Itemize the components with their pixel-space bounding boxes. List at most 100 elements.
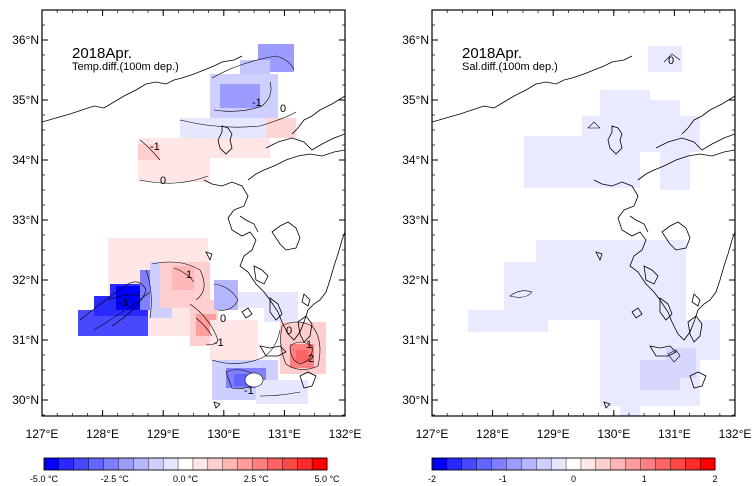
colorbar-tick-label: 2 [712, 474, 717, 484]
colorbar-tick-label: 1 [642, 474, 647, 484]
colorbar-swatch [506, 457, 522, 471]
colorbar-frame [43, 457, 328, 471]
contour-label: -1 [214, 337, 224, 349]
lon-label: 132°E [329, 427, 362, 441]
lat-label: 30°N [12, 393, 39, 407]
colorbar-swatch [640, 457, 656, 471]
colorbar-swatch [162, 457, 179, 471]
lat-label: 31°N [12, 333, 39, 347]
colorbar-tick-label: -5.0 °C [30, 474, 59, 484]
colorbar-swatch [491, 457, 507, 471]
lat-label: 34°N [402, 153, 429, 167]
panel-subtitle: Sal.diff.(100m dep.) [462, 61, 558, 73]
lat-label: 30°N [402, 393, 429, 407]
colorbar-swatch [431, 457, 448, 471]
colorbar-frame [431, 457, 716, 471]
contour-label: -1 [252, 97, 262, 109]
colorbar-swatch [118, 457, 134, 471]
lat-label: 35°N [12, 93, 39, 107]
colorbar-swatch [148, 457, 164, 471]
colorbar-swatch [699, 457, 716, 471]
lon-label: 127°E [416, 427, 449, 441]
contour-label: 2 [308, 353, 314, 365]
lat-label: 32°N [402, 273, 429, 287]
contour-label: -3 [118, 297, 128, 309]
colorbar-tick-label: 0.0 °C [173, 474, 199, 484]
colorbar-swatch [192, 457, 209, 471]
contour-label: -1 [150, 141, 160, 153]
salinity-colorbar: -2 -1 0 1 2 [428, 457, 718, 484]
colorbar-tick-label: 0 [571, 474, 576, 484]
colorbar-swatch [536, 457, 552, 471]
lat-label: 32°N [12, 273, 39, 287]
colorbar-swatch [103, 457, 119, 471]
colorbar-swatch [565, 457, 582, 471]
lat-label: 33°N [12, 213, 39, 227]
lat-label: 36°N [12, 33, 39, 47]
lat-label: 35°N [402, 93, 429, 107]
colorbar-swatch [58, 457, 75, 471]
axes: 127°E 128°E 129°E 130°E 131°E 132°E 36°N 35°N 34… [12, 9, 752, 441]
colorbar-swatch [88, 457, 105, 471]
temperature-difference-map: 2018Apr. Temp.diff.(100m dep.) -1 0 -1 0… [41, 9, 346, 417]
colorbar-swatch [267, 457, 283, 471]
contour-label: 1 [306, 339, 312, 351]
colorbar-swatch [222, 457, 239, 471]
colorbar-swatch [446, 457, 463, 471]
colorbar-tick-label: 2.5 °C [244, 474, 270, 484]
temperature-field [42, 44, 345, 409]
colorbar-swatch [625, 457, 642, 471]
colorbar-swatch [297, 457, 313, 471]
colorbar-swatch [580, 457, 597, 471]
salinity-field [432, 46, 735, 416]
colorbar-swatch [133, 457, 149, 471]
lon-label: 128°E [86, 427, 119, 441]
colorbar-swatch [521, 457, 537, 471]
lat-label: 31°N [402, 333, 429, 347]
lon-label: 129°E [147, 427, 180, 441]
colorbar-swatch [461, 457, 478, 471]
panel-subtitle: Temp.diff.(100m dep.) [72, 61, 179, 73]
contour-labels: -1 0 -1 0 1 -3 0 -1 -1 1 2 0 -1 [118, 97, 314, 397]
lon-label: 128°E [476, 427, 509, 441]
colorbar-swatch [595, 457, 612, 471]
colorbar-swatch [476, 457, 493, 471]
colorbar-swatch [311, 457, 328, 471]
colorbar-tick-label: -2.5 °C [101, 474, 130, 484]
colorbar-swatch [655, 457, 671, 471]
lat-label: 36°N [402, 33, 429, 47]
lat-label: 33°N [402, 213, 429, 227]
salinity-difference-map: 2018Apr. Sal.diff.(100m dep.) 0 [431, 9, 736, 417]
colorbar-swatch [73, 457, 90, 471]
contour-label: 0 [220, 313, 226, 325]
temperature-colorbar: -5.0 °C -2.5 °C 0.0 °C 2.5 °C 5.0 °C [30, 457, 340, 484]
colorbar-swatch [252, 457, 268, 471]
colorbar-swatch [237, 457, 254, 471]
colorbar-tick-label: -1 [499, 474, 507, 484]
colorbar-swatch [670, 457, 686, 471]
contour-label: 0 [286, 325, 292, 337]
colorbar-tick-label: -2 [428, 474, 436, 484]
colorbar-swatch [550, 457, 567, 471]
lon-label: 127°E [26, 427, 59, 441]
colorbar-swatch [207, 457, 224, 471]
colorbar-swatch [685, 457, 701, 471]
colorbar-swatch [177, 457, 194, 471]
contour-label: -1 [244, 385, 254, 397]
lon-label: 129°E [537, 427, 570, 441]
contour-label: 1 [186, 269, 192, 281]
lon-label: 130°E [597, 427, 630, 441]
contour-label: 0 [280, 103, 286, 115]
lon-label: 131°E [268, 427, 301, 441]
contour-label: 0 [160, 175, 166, 187]
lon-label: 132°E [719, 427, 752, 441]
lon-label: 130°E [207, 427, 240, 441]
colorbar-tick-label: 5.0 °C [314, 474, 340, 484]
lon-label: 131°E [658, 427, 691, 441]
colorbar-swatch [43, 457, 60, 471]
contour-label: 0 [668, 55, 674, 67]
lat-label: 34°N [12, 153, 39, 167]
colorbar-swatch [282, 457, 298, 471]
panel-title: 2018Apr. [72, 45, 132, 62]
